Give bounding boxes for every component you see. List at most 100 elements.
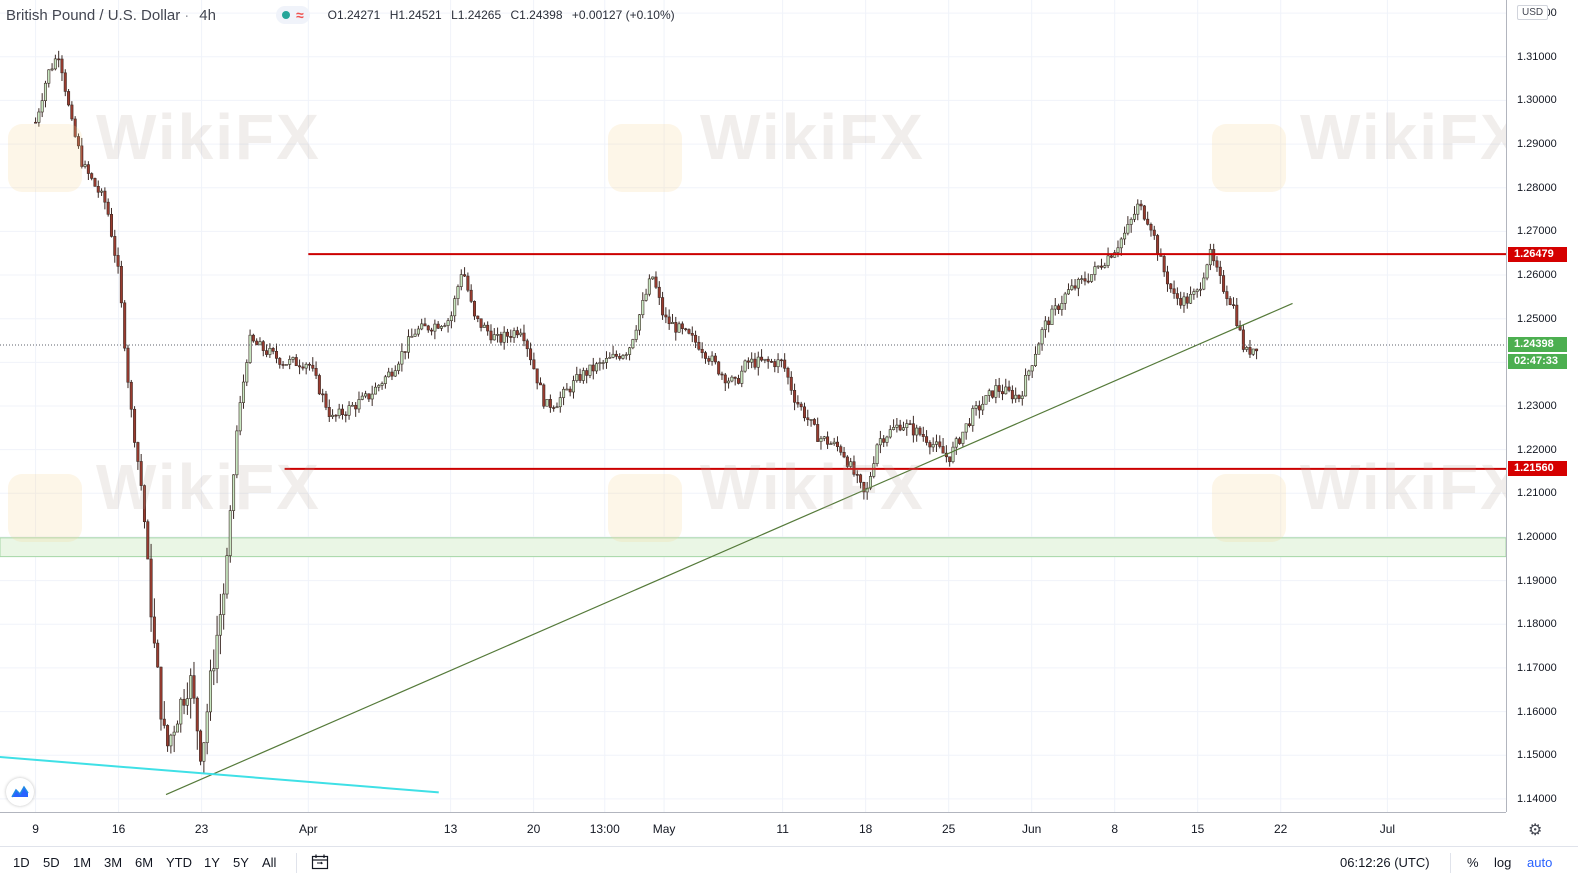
candle bbox=[740, 370, 744, 384]
candle bbox=[90, 173, 94, 179]
candle bbox=[1189, 294, 1193, 304]
candle bbox=[116, 255, 120, 267]
candle bbox=[156, 642, 160, 668]
candle bbox=[139, 461, 143, 486]
utc-clock[interactable]: 06:12:26 (UTC) bbox=[1340, 855, 1430, 870]
range-5y-button[interactable]: 5Y bbox=[233, 855, 249, 870]
candle bbox=[921, 434, 925, 437]
price-tick-label: 1.21000 bbox=[1517, 487, 1557, 500]
candle bbox=[783, 359, 787, 369]
candle bbox=[1222, 275, 1226, 292]
watermark-badge bbox=[1212, 124, 1286, 192]
percent-scale-button[interactable]: % bbox=[1467, 855, 1479, 870]
candle bbox=[106, 201, 110, 215]
candle bbox=[710, 355, 714, 362]
auto-scale-button[interactable]: auto bbox=[1527, 855, 1553, 870]
chart-canvas[interactable] bbox=[0, 0, 1506, 812]
candle bbox=[1169, 283, 1173, 290]
candle bbox=[581, 370, 585, 381]
candle bbox=[169, 734, 173, 747]
candle bbox=[631, 339, 635, 349]
candle bbox=[321, 393, 325, 396]
candle bbox=[614, 353, 618, 357]
status-pill[interactable]: ≈ bbox=[275, 6, 310, 24]
candle bbox=[278, 358, 282, 365]
candle bbox=[142, 485, 146, 523]
candle bbox=[1060, 303, 1064, 310]
candle bbox=[1182, 296, 1186, 306]
candle bbox=[317, 375, 321, 395]
timeframe-label[interactable]: 4h bbox=[199, 6, 216, 24]
candle bbox=[1248, 347, 1252, 355]
candle bbox=[519, 332, 523, 336]
candle bbox=[1070, 285, 1074, 290]
range-1m-button[interactable]: 1M bbox=[73, 855, 92, 870]
calendar-icon[interactable] bbox=[311, 854, 329, 870]
candle bbox=[179, 698, 183, 725]
watermark: WikiFX bbox=[700, 451, 925, 523]
price-tick-label: 1.15000 bbox=[1517, 749, 1557, 762]
range-6m-button[interactable]: 6M bbox=[135, 855, 154, 870]
candle bbox=[261, 341, 265, 351]
candle bbox=[628, 347, 632, 355]
candle bbox=[522, 332, 526, 342]
candle bbox=[430, 329, 434, 332]
range-ytd-button[interactable]: YTD bbox=[166, 855, 192, 870]
chart-area[interactable]: WikiFX WikiFX WikiFX WikiFX WikiFX WikiF… bbox=[0, 0, 1506, 812]
price-tick-label: 1.29000 bbox=[1517, 138, 1557, 151]
candle bbox=[53, 58, 57, 70]
candle bbox=[575, 374, 579, 381]
candle bbox=[324, 393, 328, 408]
candle bbox=[720, 373, 724, 376]
range-5d-button[interactable]: 5D bbox=[43, 855, 60, 870]
candle bbox=[162, 718, 166, 726]
candle bbox=[482, 324, 486, 328]
candle bbox=[826, 436, 830, 445]
gear-icon[interactable]: ⚙ bbox=[1528, 822, 1543, 839]
candle bbox=[908, 423, 912, 425]
range-1d-button[interactable]: 1D bbox=[13, 855, 30, 870]
price-axis[interactable]: 1.320001.310001.300001.290001.280001.270… bbox=[1506, 0, 1578, 812]
candle bbox=[697, 341, 701, 350]
candle bbox=[816, 424, 820, 442]
tradingview-logo[interactable] bbox=[6, 778, 34, 806]
price-tick-label: 1.23000 bbox=[1517, 400, 1557, 412]
candle bbox=[96, 186, 100, 193]
symbol-title[interactable]: British Pound / U.S. Dollar bbox=[6, 6, 181, 24]
range-all-button[interactable]: All bbox=[262, 855, 277, 870]
currency-label[interactable]: USD bbox=[1517, 5, 1549, 20]
candle bbox=[509, 336, 513, 338]
candle bbox=[182, 698, 186, 706]
range-3m-button[interactable]: 3M bbox=[104, 855, 123, 870]
candle bbox=[637, 314, 641, 331]
price-tick-label: 1.31000 bbox=[1517, 50, 1557, 63]
candle bbox=[344, 414, 348, 416]
candle bbox=[1116, 247, 1120, 253]
current-price-marker: 1.24398 bbox=[1508, 337, 1567, 353]
candle bbox=[822, 436, 826, 439]
candle bbox=[670, 322, 674, 325]
candle bbox=[1179, 298, 1183, 306]
candle bbox=[373, 386, 377, 395]
range-1y-button[interactable]: 1Y bbox=[204, 855, 220, 870]
candle bbox=[971, 408, 975, 426]
candle bbox=[974, 405, 978, 409]
candle bbox=[604, 358, 608, 363]
candle bbox=[713, 355, 717, 363]
candle bbox=[941, 446, 945, 454]
price-tick-label: 1.27000 bbox=[1517, 225, 1557, 238]
candle bbox=[997, 385, 1001, 392]
candle bbox=[1149, 224, 1153, 231]
candle bbox=[232, 474, 236, 511]
candle bbox=[159, 666, 163, 720]
cyan-trend-line bbox=[0, 756, 439, 794]
candle bbox=[1142, 205, 1146, 220]
candle bbox=[806, 417, 810, 420]
candle bbox=[446, 320, 450, 326]
time-axis[interactable]: 9 16 23 Apr 13 20 13:00 May 11 18 25 Jun 8 15 22 Jul bbox=[0, 812, 1506, 843]
candle bbox=[146, 521, 150, 560]
candle bbox=[245, 362, 249, 383]
price-tick-label: 1.26000 bbox=[1517, 269, 1557, 282]
candle bbox=[195, 697, 199, 732]
log-scale-button[interactable]: log bbox=[1494, 855, 1512, 870]
